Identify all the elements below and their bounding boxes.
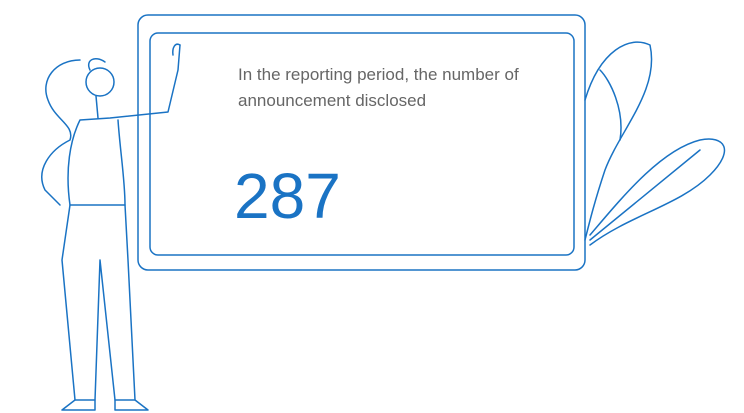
board-outer xyxy=(138,15,585,270)
leaf xyxy=(590,139,724,245)
feet xyxy=(62,400,148,410)
head xyxy=(86,68,114,96)
neck xyxy=(96,96,98,118)
legs xyxy=(62,205,135,400)
metric-value: 287 xyxy=(234,158,341,234)
leaf xyxy=(585,42,652,240)
torso-arm xyxy=(68,45,180,205)
page: In the reporting period, the number of a… xyxy=(0,0,744,413)
metric-label: In the reporting period, the number of a… xyxy=(238,62,528,114)
leaf-vein xyxy=(600,70,621,140)
